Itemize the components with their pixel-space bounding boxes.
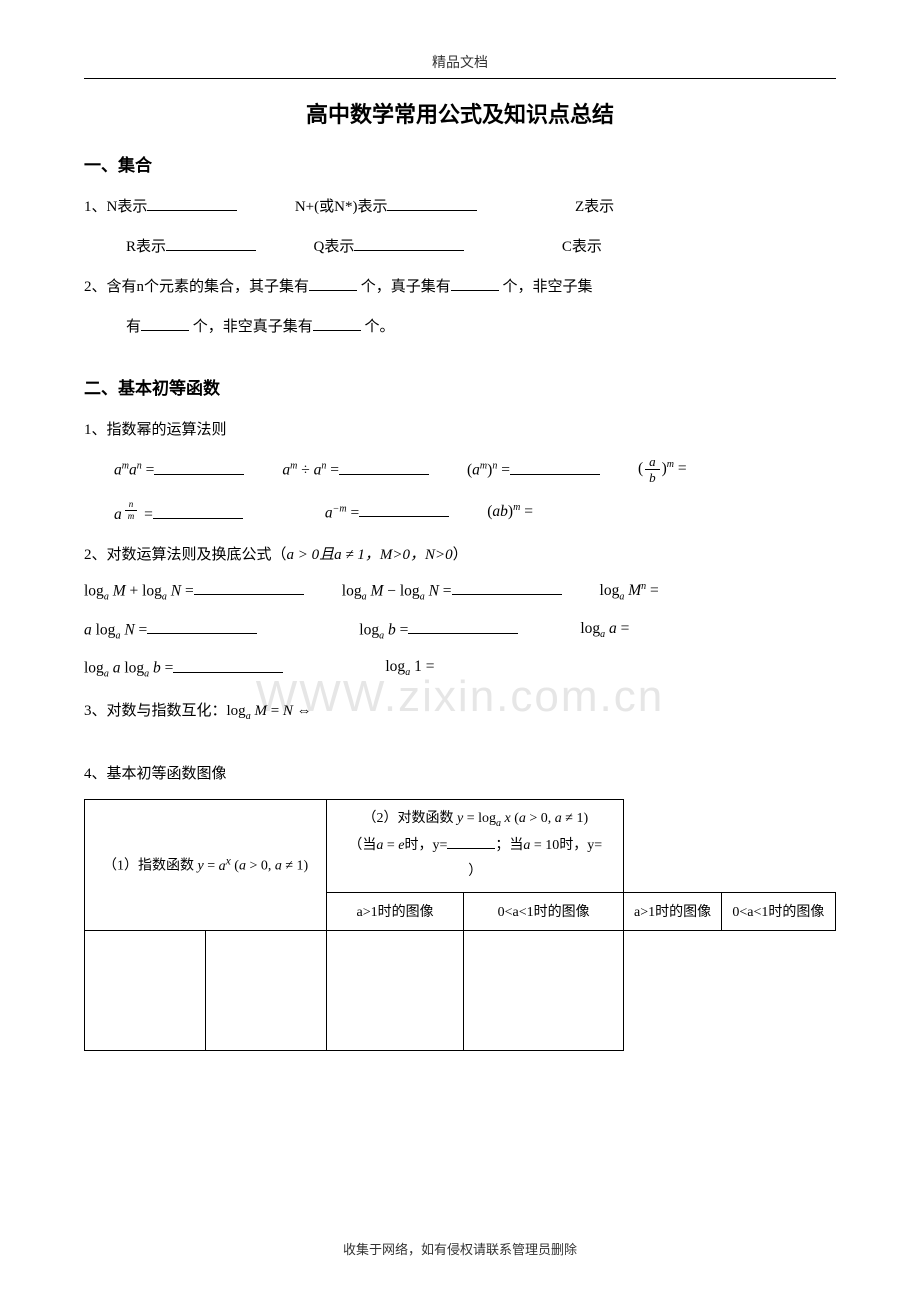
blank (147, 619, 257, 635)
blank (154, 459, 244, 475)
table-header-log: （2）对数函数 y = loga x (a > 0, a ≠ 1) （当a = … (327, 799, 624, 892)
sec1-line1: 1、N表示 N+(或N*)表示 Z表示 (84, 192, 836, 222)
text: 时，y= (405, 838, 448, 853)
text: ） (468, 864, 482, 879)
table-sub-a1: a>1时的图像 (327, 892, 464, 930)
table-sub-a2: a>1时的图像 (624, 892, 721, 930)
sec2-item4: 4、基本初等函数图像 (84, 759, 836, 789)
blank (387, 196, 477, 211)
table-sub-b2: 0<a<1时的图像 (721, 892, 835, 930)
text: 个，真子集有 (361, 279, 451, 295)
table-sub-b1: 0<a<1时的图像 (463, 892, 623, 930)
blank (194, 580, 304, 596)
section1-title: 一、集合 (84, 151, 836, 176)
text: 1、N表示 (84, 199, 147, 215)
blank (451, 276, 499, 291)
blank (452, 580, 562, 596)
formula: a > 0且a ≠ 1，M>0，N>0 (287, 547, 453, 563)
text: 2、含有n个元素的集合，其子集有 (84, 279, 309, 295)
graph-cell (206, 930, 327, 1050)
text: 2、对数运算法则及换底公式（ (84, 547, 287, 563)
blank (408, 619, 518, 635)
page-title: 高中数学常用公式及知识点总结 (84, 97, 836, 129)
text: Z表示 (575, 199, 614, 215)
blank (313, 316, 361, 331)
text: 个，非空真子集有 (193, 319, 313, 335)
text: 时，y= (559, 838, 602, 853)
section2-title: 二、基本初等函数 (84, 374, 836, 399)
header-rule (84, 78, 836, 79)
table-header-exp: （1）指数函数 y = ax (a > 0, a ≠ 1) (85, 799, 327, 930)
sec2-item2: 2、对数运算法则及换底公式（a > 0且a ≠ 1，M>0，N>0） (84, 540, 836, 570)
log-row2: a loga N = loga b = loga a = (84, 619, 836, 642)
text: Q表示 (314, 239, 355, 255)
blank (309, 276, 357, 291)
sec1-line4: 有 个，非空真子集有 个。 (84, 312, 836, 342)
text: 个。 (365, 319, 395, 335)
log-row1: loga M + loga N = loga M − loga N = loga… (84, 580, 836, 603)
blank (447, 835, 495, 849)
sec1-line2: R表示 Q表示 C表示 (84, 232, 836, 262)
footer-note: 收集于网络，如有侵权请联系管理员删除 (0, 1239, 920, 1258)
graph-cell (85, 930, 206, 1050)
blank (510, 459, 600, 475)
text: R表示 (126, 239, 166, 255)
text: 有 (126, 319, 141, 335)
text: （2）对数函数 (362, 811, 457, 826)
text: N+(或N*)表示 (295, 199, 388, 215)
blank (359, 502, 449, 518)
log-row3: loga a loga b = loga 1 = (84, 657, 836, 680)
sec2-item1: 1、指数幂的运算法则 (84, 415, 836, 445)
blank (173, 657, 283, 673)
exp-row2: anm = a−m = (ab)m = (84, 500, 836, 524)
graph-cell (327, 930, 464, 1050)
blank (339, 459, 429, 475)
function-graph-table: （1）指数函数 y = ax (a > 0, a ≠ 1) （2）对数函数 y … (84, 799, 836, 1051)
graph-cell (463, 930, 623, 1050)
exp-row1: aman = am ÷ an = (am)n = (ab)m = (84, 455, 836, 484)
sec2-item3: 3、对数与指数互化：loga M = N ⇔ (84, 696, 836, 727)
text: （当 (348, 838, 376, 853)
header-label: 精品文档 (84, 52, 836, 72)
text: ；当 (495, 838, 523, 853)
formula: loga M = N ⇔ (227, 703, 312, 719)
text: ） (453, 547, 468, 563)
blank (153, 503, 243, 519)
blank (166, 236, 256, 251)
text: 3、对数与指数互化： (84, 703, 227, 719)
blank (354, 236, 464, 251)
text: 个，非空子集 (503, 279, 593, 295)
text: C表示 (562, 239, 602, 255)
text: （1）指数函数 (103, 859, 198, 874)
blank (141, 316, 189, 331)
sec1-line3: 2、含有n个元素的集合，其子集有 个，真子集有 个，非空子集 (84, 272, 836, 302)
blank (147, 196, 237, 211)
